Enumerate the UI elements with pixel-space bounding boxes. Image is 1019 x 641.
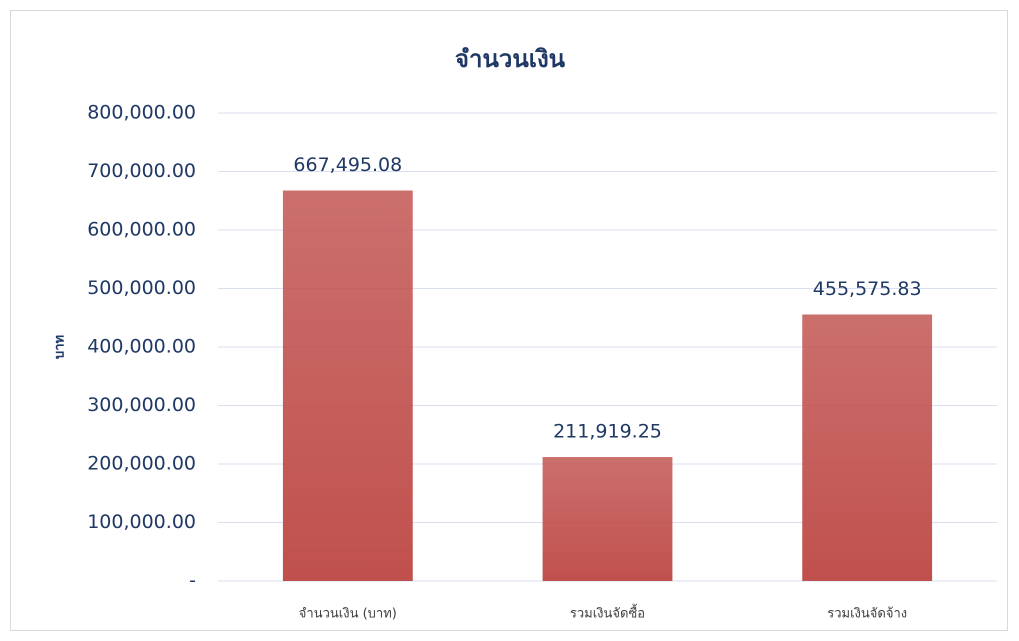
data-label: 455,575.83 xyxy=(813,278,922,300)
y-tick-label: - xyxy=(189,570,196,592)
y-tick-label: 600,000.00 xyxy=(87,219,196,241)
x-tick-label: จำนวนเงิน (บาท) xyxy=(299,607,397,622)
chart-title: จำนวนเงิน xyxy=(455,45,566,73)
y-tick-label: 100,000.00 xyxy=(87,511,196,533)
y-tick-label: 500,000.00 xyxy=(87,277,196,299)
bar xyxy=(282,190,413,581)
y-tick-label: 300,000.00 xyxy=(87,394,196,416)
x-tick-label: รวมเงินจัดซื้อ xyxy=(570,604,645,622)
bar xyxy=(802,314,933,581)
x-tick-label: รวมเงินจัดจ้าง xyxy=(827,607,907,622)
y-tick-label: 700,000.00 xyxy=(87,160,196,182)
y-tick-label: 200,000.00 xyxy=(87,453,196,475)
y-axis-label: บาท xyxy=(53,335,68,359)
data-label: 667,495.08 xyxy=(293,154,402,176)
bar xyxy=(542,457,673,581)
y-tick-label: 400,000.00 xyxy=(87,336,196,358)
data-label: 211,919.25 xyxy=(553,421,662,443)
y-tick-label: 800,000.00 xyxy=(87,102,196,124)
